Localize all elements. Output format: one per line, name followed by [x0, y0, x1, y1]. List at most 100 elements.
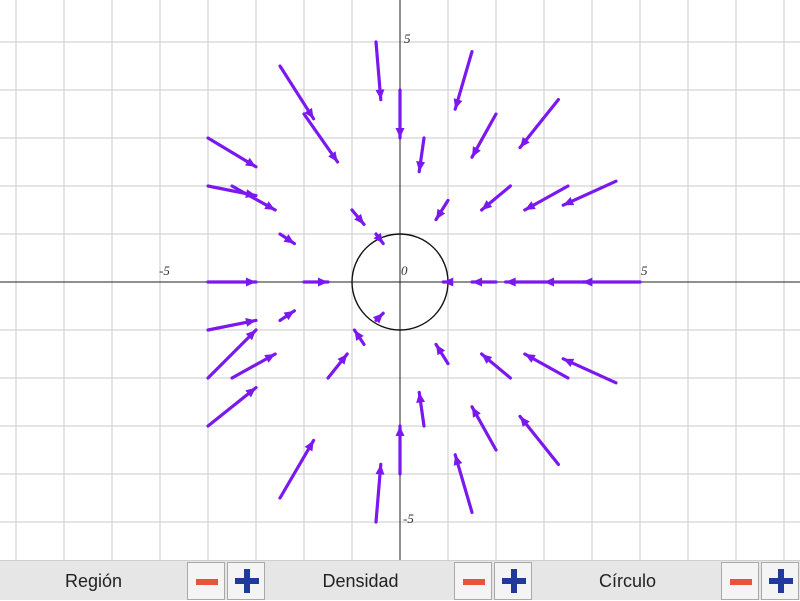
arrow-head [582, 277, 593, 287]
field-arrow [395, 88, 405, 140]
arrow-head [375, 464, 385, 475]
arrow-head [416, 161, 426, 172]
arrow-head [472, 277, 483, 287]
control-bar: Región Densidad Círculo [0, 560, 800, 600]
arrow-head [544, 277, 555, 287]
arrow-head [443, 277, 454, 287]
arrow-head [395, 127, 405, 138]
field-arrow [373, 232, 385, 246]
field-arrow [395, 424, 405, 476]
field-arrow [416, 136, 426, 174]
arrow-head [264, 354, 276, 363]
field-arrow [470, 112, 498, 159]
field-arrow [302, 277, 330, 287]
field-arrow [206, 328, 258, 380]
field-arrow [230, 184, 277, 212]
tick-y-pos: 5 [404, 31, 411, 46]
axes [0, 0, 800, 560]
arrow-head [453, 454, 463, 466]
field-arrow [470, 277, 498, 287]
region-label: Región [64, 571, 123, 591]
field-arrow [278, 309, 296, 322]
arrow-head [520, 416, 530, 428]
arrow-head [481, 354, 493, 364]
arrow-head [264, 201, 276, 210]
minus-icon [196, 579, 218, 585]
arrow-shaft [206, 328, 258, 380]
density-minus-button[interactable] [454, 562, 492, 600]
arrow-head [472, 146, 481, 158]
plus-icon-vertical [244, 569, 250, 593]
arrow-head [563, 196, 575, 206]
field-arrow [230, 352, 277, 380]
tick-x-pos: 5 [641, 263, 648, 278]
arrow-head [505, 277, 516, 287]
field-arrow [352, 328, 366, 346]
field-arrow [453, 453, 474, 515]
circle-minus-button[interactable] [721, 562, 759, 600]
arrow-head [283, 310, 295, 321]
density-plus-button[interactable] [494, 562, 532, 600]
field-arrow [561, 357, 618, 385]
arrow-head [245, 157, 256, 167]
field-arrow [470, 405, 498, 452]
arrow-head [245, 317, 256, 327]
arrow-head [416, 392, 426, 403]
arrow-head [375, 89, 385, 100]
arrow-head [520, 136, 530, 148]
arrow-head [524, 201, 536, 210]
field-arrow [374, 40, 385, 102]
field-arrow [302, 112, 340, 164]
field-arrow [206, 317, 258, 332]
arrow-shaft [278, 438, 316, 500]
field-arrow [518, 414, 561, 466]
arrow-head [245, 330, 256, 341]
minus-icon [463, 579, 485, 585]
plus-icon-vertical [778, 569, 784, 593]
arrow-shaft [278, 64, 316, 121]
tick-x-neg: -5 [159, 263, 170, 278]
field-arrow [441, 277, 454, 287]
field-arrow [206, 386, 258, 428]
field-arrow [504, 277, 546, 287]
field-arrow [416, 390, 426, 428]
region-minus-button[interactable] [187, 562, 225, 600]
arrow-head [563, 358, 575, 368]
field-arrow [523, 184, 570, 212]
arrow-head [395, 426, 405, 437]
field-arrow [453, 49, 474, 111]
field-arrow [434, 198, 450, 222]
arrow-head [245, 387, 256, 398]
field-arrow [326, 352, 349, 380]
arrow-head [337, 354, 348, 365]
tick-y-neg: -5 [403, 511, 414, 526]
circle-plus-button[interactable] [761, 562, 799, 600]
arrow-head [283, 234, 295, 244]
field-arrow [372, 311, 385, 324]
arrow-head [436, 208, 446, 220]
arrow-head [373, 232, 384, 244]
region-plus-button[interactable] [227, 562, 265, 600]
minus-icon [730, 579, 752, 585]
circle-label: Círculo [598, 571, 656, 591]
field-arrow [206, 277, 258, 287]
vector-field-plot: -5 0 5 5 -5 [0, 0, 800, 560]
field-arrow [206, 136, 258, 169]
field-arrow [523, 352, 570, 380]
arrow-head [436, 344, 446, 356]
arrow-head [472, 406, 481, 418]
arrow-head [524, 354, 536, 363]
field-arrow [350, 208, 366, 226]
arrow-head [245, 277, 256, 287]
field-arrow [278, 64, 316, 121]
field-arrow [278, 438, 316, 500]
density-label: Densidad [322, 571, 399, 591]
arrow-head [317, 277, 328, 287]
arrow-head [481, 200, 493, 210]
field-arrow [278, 232, 296, 246]
arrow-shaft [518, 414, 561, 466]
field-arrow [480, 184, 512, 212]
arrow-head [453, 98, 463, 110]
plus-icon-vertical [511, 569, 517, 593]
arrow-shaft [518, 97, 561, 150]
